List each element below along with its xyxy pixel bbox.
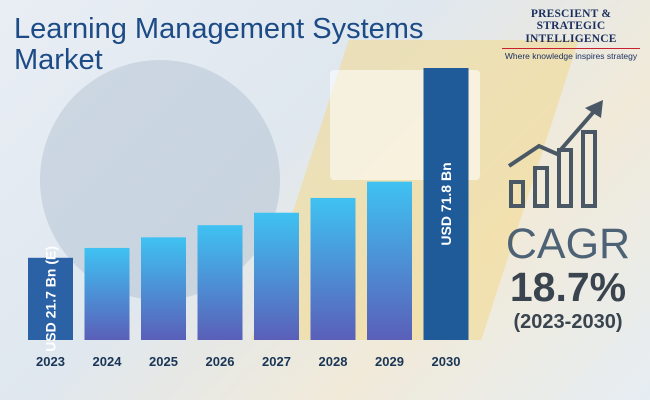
x-tick-2024: 2024	[93, 354, 123, 369]
x-tick-2029: 2029	[375, 354, 404, 369]
bar-2025	[141, 237, 186, 340]
x-tick-2025: 2025	[149, 354, 178, 369]
growth-chart-icon	[507, 100, 603, 208]
bar-2030	[423, 68, 469, 340]
bar-label-2030: USD 71.8 Bn	[438, 162, 454, 245]
x-tick-2028: 2028	[319, 354, 348, 369]
cagr-label: CAGR	[505, 220, 631, 268]
bar-2024	[84, 247, 130, 340]
x-tick-2026: 2026	[206, 354, 235, 369]
x-tick-2027: 2027	[262, 354, 291, 369]
x-tick-2030: 2030	[432, 354, 461, 369]
cagr-period: (2023-2030)	[513, 311, 623, 333]
logo-line-1: PRESCIENT & STRATEGIC	[530, 8, 612, 32]
brand-logo: PRESCIENT & STRATEGIC INTELLIGENCE Where…	[498, 8, 644, 61]
bar-2027	[254, 212, 299, 340]
logo-tagline: Where knowledge inspires strategy	[504, 51, 638, 61]
bar-2026	[197, 225, 243, 340]
bar-label-2023: USD 21.7 Bn (E)	[43, 246, 59, 352]
x-tick-2023: 2023	[36, 354, 65, 369]
logo-divider	[502, 48, 640, 49]
bar-2023	[28, 257, 73, 340]
chart-title: Learning Management Systems Market	[14, 13, 424, 76]
cagr-value: 18.7%	[509, 264, 627, 310]
bar-2028	[310, 197, 356, 340]
logo-line-2: INTELLIGENCE	[525, 33, 617, 45]
bar-2029	[367, 181, 412, 340]
